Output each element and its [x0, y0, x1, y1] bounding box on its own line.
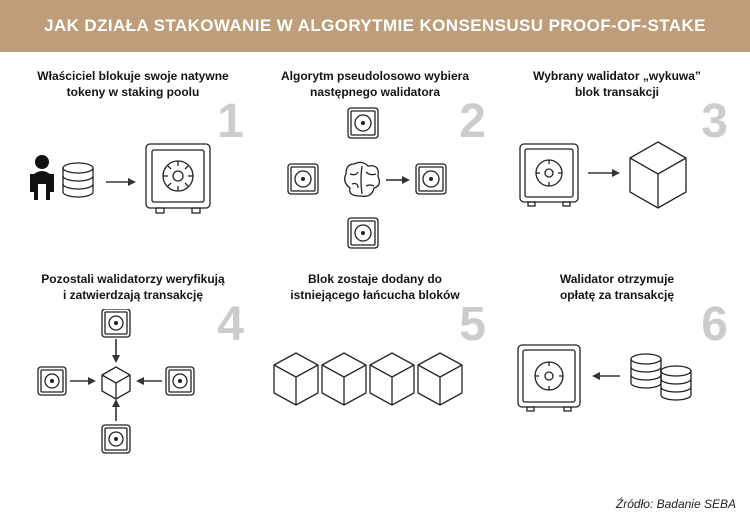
safe-icon	[348, 108, 378, 138]
safe-icon	[146, 144, 210, 213]
step-1: Właściciel blokuje swoje natywnetokeny w…	[12, 62, 254, 265]
step-2: Algorytm pseudolosowo wybieranastępnego …	[254, 62, 496, 265]
step-4-graphic	[24, 309, 242, 449]
step-4-label: Pozostali walidatorzy weryfikująi zatwie…	[24, 271, 242, 305]
steps-grid: Właściciel blokuje swoje natywnetokeny w…	[0, 52, 750, 472]
step-6-label: Walidator otrzymujeopłatę za transakcję	[508, 271, 726, 305]
safe-icon	[416, 164, 446, 194]
safe-icon	[102, 309, 130, 337]
safe-icon	[520, 144, 578, 206]
arrow-icon	[106, 178, 136, 186]
brain-icon	[345, 162, 380, 196]
safe-icon	[166, 367, 194, 395]
step-4: Pozostali walidatorzy weryfikująi zatwie…	[12, 265, 254, 468]
step-2-graphic	[266, 106, 484, 246]
step-5: Blok zostaje dodany doistniejącego łańcu…	[254, 265, 496, 468]
arrow-icon	[386, 176, 410, 184]
arrow-down-icon	[112, 339, 120, 363]
step-6: Walidator otrzymujeopłatę za transakcję …	[496, 265, 738, 468]
step-2-label: Algorytm pseudolosowo wybieranastępnego …	[266, 68, 484, 102]
safe-icon	[38, 367, 66, 395]
step-5-graphic	[266, 309, 484, 449]
blockchain-icon	[274, 353, 462, 405]
source-text: Źródło: Badanie SEBA	[616, 497, 736, 511]
header-title: JAK DZIAŁA STAKOWANIE W ALGORYTMIE KONSE…	[0, 0, 750, 52]
coins-icon	[661, 366, 691, 400]
cube-icon	[630, 142, 686, 208]
safe-icon	[518, 345, 580, 411]
safe-icon	[348, 218, 378, 248]
step-1-label: Właściciel blokuje swoje natywnetokeny w…	[24, 68, 242, 102]
cube-icon	[102, 367, 130, 399]
coins-icon	[631, 354, 661, 388]
step-1-graphic	[24, 106, 242, 246]
arrow-left-icon	[592, 372, 620, 380]
person-icon	[30, 155, 54, 200]
arrow-up-icon	[112, 399, 120, 421]
step-3-graphic	[508, 106, 726, 246]
safe-icon	[102, 425, 130, 453]
coins-icon	[63, 163, 93, 197]
safe-icon	[288, 164, 318, 194]
step-3-label: Wybrany walidator „wykuwa”blok transakcj…	[508, 68, 726, 102]
arrow-icon	[588, 169, 620, 177]
arrow-right-icon	[70, 377, 96, 385]
step-3: Wybrany walidator „wykuwa”blok transakcj…	[496, 62, 738, 265]
step-5-label: Blok zostaje dodany doistniejącego łańcu…	[266, 271, 484, 305]
arrow-left-icon	[136, 377, 162, 385]
step-6-graphic	[508, 309, 726, 449]
